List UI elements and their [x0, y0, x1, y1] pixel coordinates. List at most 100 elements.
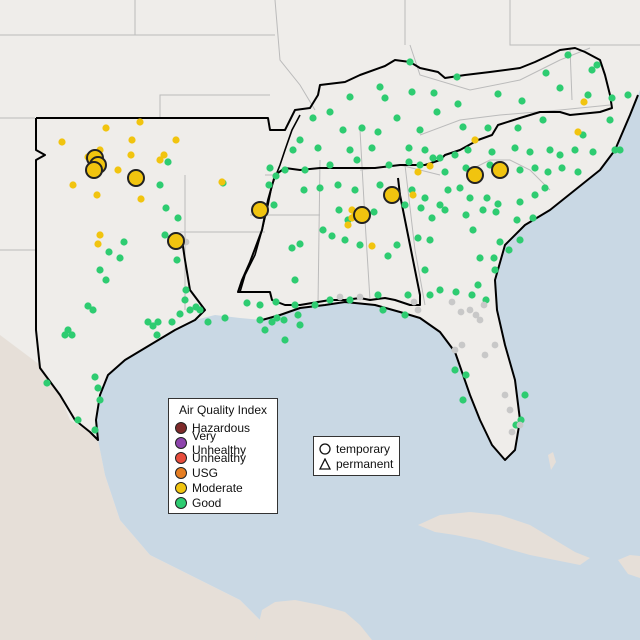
good-site-marker[interactable] — [490, 254, 498, 262]
good-site-marker[interactable] — [452, 288, 460, 296]
good-site-marker[interactable] — [162, 204, 170, 212]
good-site-marker[interactable] — [416, 126, 424, 134]
good-site-marker[interactable] — [168, 318, 176, 326]
offline-site-marker[interactable] — [410, 298, 418, 306]
moderate-temporary-marker[interactable] — [383, 186, 401, 204]
good-site-marker[interactable] — [311, 301, 319, 309]
good-site-marker[interactable] — [376, 83, 384, 91]
good-site-marker[interactable] — [531, 164, 539, 172]
good-site-marker[interactable] — [521, 391, 529, 399]
good-site-marker[interactable] — [426, 236, 434, 244]
good-site-marker[interactable] — [319, 226, 327, 234]
good-site-marker[interactable] — [588, 66, 596, 74]
good-site-marker[interactable] — [426, 291, 434, 299]
good-site-marker[interactable] — [513, 216, 521, 224]
good-site-marker[interactable] — [541, 184, 549, 192]
offline-site-marker[interactable] — [457, 308, 465, 316]
good-site-marker[interactable] — [96, 266, 104, 274]
good-site-marker[interactable] — [381, 94, 389, 102]
good-site-marker[interactable] — [539, 116, 547, 124]
good-site-marker[interactable] — [589, 148, 597, 156]
good-site-marker[interactable] — [531, 191, 539, 199]
good-site-marker[interactable] — [289, 146, 297, 154]
moderate-site-marker[interactable] — [69, 181, 77, 189]
good-site-marker[interactable] — [353, 156, 361, 164]
moderate-site-marker[interactable] — [574, 128, 582, 136]
moderate-site-marker[interactable] — [160, 151, 168, 159]
good-site-marker[interactable] — [421, 146, 429, 154]
moderate-site-marker[interactable] — [93, 191, 101, 199]
good-site-marker[interactable] — [374, 128, 382, 136]
good-site-marker[interactable] — [291, 276, 299, 284]
offline-site-marker[interactable] — [501, 391, 509, 399]
good-site-marker[interactable] — [469, 226, 477, 234]
offline-site-marker[interactable] — [458, 341, 466, 349]
good-site-marker[interactable] — [265, 181, 273, 189]
good-site-marker[interactable] — [182, 286, 190, 294]
good-site-marker[interactable] — [451, 151, 459, 159]
good-site-marker[interactable] — [468, 291, 476, 299]
good-site-marker[interactable] — [164, 158, 172, 166]
good-site-marker[interactable] — [484, 124, 492, 132]
good-site-marker[interactable] — [526, 148, 534, 156]
moderate-temporary-marker[interactable] — [251, 201, 269, 219]
good-site-marker[interactable] — [341, 236, 349, 244]
moderate-site-marker[interactable] — [414, 168, 422, 176]
good-site-marker[interactable] — [474, 281, 482, 289]
good-site-marker[interactable] — [464, 146, 472, 154]
good-site-marker[interactable] — [272, 172, 280, 180]
offline-site-marker[interactable] — [336, 293, 344, 301]
good-site-marker[interactable] — [558, 164, 566, 172]
good-site-marker[interactable] — [393, 114, 401, 122]
good-site-marker[interactable] — [221, 314, 229, 322]
moderate-site-marker[interactable] — [218, 178, 226, 186]
good-site-marker[interactable] — [462, 371, 470, 379]
moderate-site-marker[interactable] — [136, 118, 144, 126]
good-site-marker[interactable] — [456, 184, 464, 192]
good-site-marker[interactable] — [273, 314, 281, 322]
good-site-marker[interactable] — [105, 248, 113, 256]
moderate-temporary-marker[interactable] — [353, 206, 371, 224]
good-site-marker[interactable] — [346, 146, 354, 154]
good-site-marker[interactable] — [479, 206, 487, 214]
good-site-marker[interactable] — [370, 208, 378, 216]
offline-site-marker[interactable] — [472, 311, 480, 319]
good-site-marker[interactable] — [405, 144, 413, 152]
good-site-marker[interactable] — [176, 310, 184, 318]
good-site-marker[interactable] — [421, 266, 429, 274]
offline-site-marker[interactable] — [356, 293, 364, 301]
good-site-marker[interactable] — [243, 299, 251, 307]
good-site-marker[interactable] — [385, 161, 393, 169]
good-site-marker[interactable] — [401, 201, 409, 209]
good-site-marker[interactable] — [459, 396, 467, 404]
good-site-marker[interactable] — [296, 136, 304, 144]
moderate-site-marker[interactable] — [368, 242, 376, 250]
good-site-marker[interactable] — [120, 238, 128, 246]
good-site-marker[interactable] — [316, 184, 324, 192]
good-site-marker[interactable] — [404, 291, 412, 299]
good-site-marker[interactable] — [181, 296, 189, 304]
good-site-marker[interactable] — [326, 296, 334, 304]
moderate-temporary-marker[interactable] — [491, 161, 509, 179]
good-site-marker[interactable] — [84, 302, 92, 310]
good-site-marker[interactable] — [516, 166, 524, 174]
moderate-site-marker[interactable] — [102, 124, 110, 132]
good-site-marker[interactable] — [296, 321, 304, 329]
offline-site-marker[interactable] — [491, 341, 499, 349]
moderate-site-marker[interactable] — [127, 151, 135, 159]
good-site-marker[interactable] — [346, 296, 354, 304]
good-site-marker[interactable] — [436, 201, 444, 209]
good-site-marker[interactable] — [256, 301, 264, 309]
good-site-marker[interactable] — [43, 379, 51, 387]
good-site-marker[interactable] — [462, 211, 470, 219]
moderate-site-marker[interactable] — [114, 166, 122, 174]
good-site-marker[interactable] — [624, 91, 632, 99]
good-site-marker[interactable] — [441, 168, 449, 176]
good-site-marker[interactable] — [374, 291, 382, 299]
good-site-marker[interactable] — [584, 91, 592, 99]
good-site-marker[interactable] — [351, 186, 359, 194]
good-site-marker[interactable] — [483, 194, 491, 202]
good-site-marker[interactable] — [301, 166, 309, 174]
good-site-marker[interactable] — [89, 306, 97, 314]
good-site-marker[interactable] — [393, 241, 401, 249]
